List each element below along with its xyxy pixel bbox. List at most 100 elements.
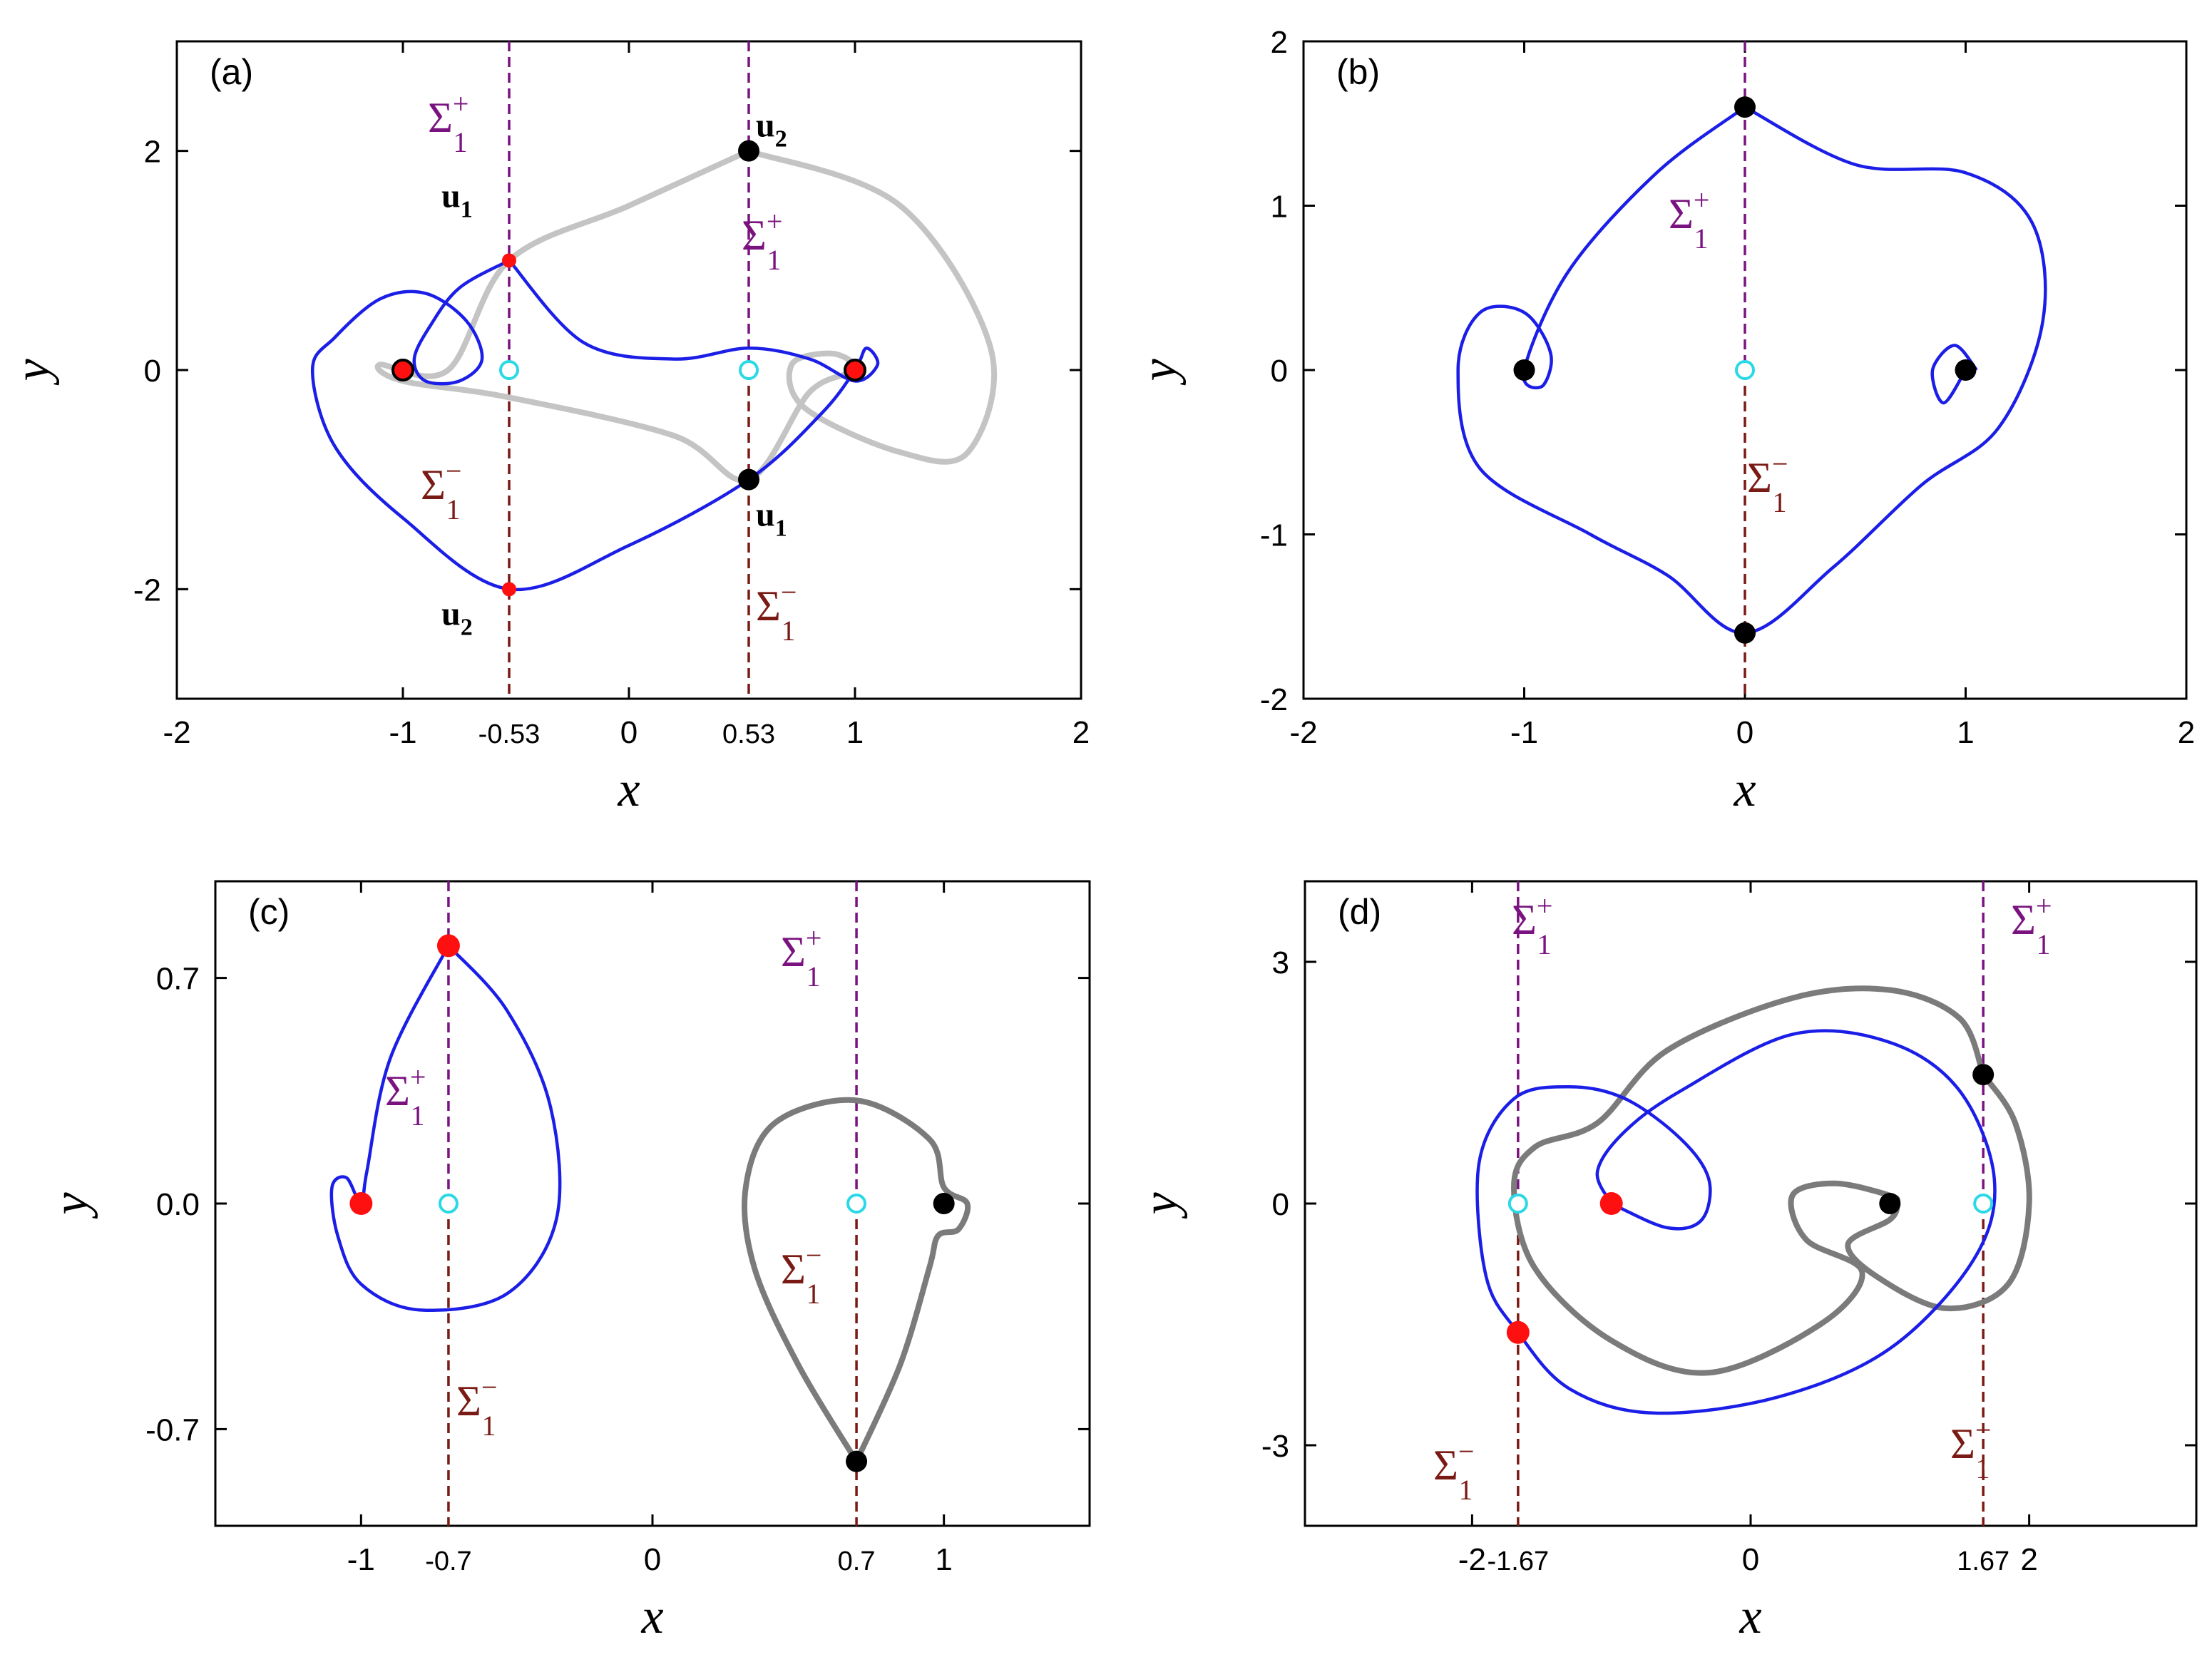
sigma-minus-label-sub: 1 <box>446 493 460 525</box>
point-label: u1 <box>756 496 787 542</box>
sigma-plus-label-sup: + <box>2036 890 2052 922</box>
data-point <box>436 934 460 958</box>
y-axis-label: y <box>1133 1192 1188 1219</box>
x-tick-label: 2 <box>2178 715 2195 750</box>
plot-area <box>329 881 971 1526</box>
x-axis-label: x <box>1739 1589 1761 1644</box>
y-tick-label: 0.7 <box>156 962 200 997</box>
sigma-plus-label-sub: 1 <box>806 960 820 992</box>
equilibrium-point <box>1507 1194 1528 1214</box>
x-tick-label-extra: -0.7 <box>425 1546 471 1576</box>
sigma-plus-label: Σ+ 1 <box>385 1061 426 1132</box>
data-point <box>1734 96 1756 118</box>
data-point <box>1955 359 1977 381</box>
sigma-plus-label-sub: 1 <box>767 244 781 276</box>
sigma-minus-label: Σ− 1 <box>456 1371 497 1442</box>
intersection-point <box>501 582 516 597</box>
sigma-plus-label: Σ+ 1 <box>781 922 821 992</box>
data-point <box>1599 1192 1623 1215</box>
data-point <box>1879 1193 1901 1214</box>
y-tick-label: -2 <box>1260 682 1288 717</box>
point-label-sub: 1 <box>461 196 473 222</box>
plot-area <box>310 41 997 699</box>
x-tick-label-extra: 0.7 <box>838 1546 876 1576</box>
y-tick-label: 1 <box>1271 190 1288 225</box>
x-tick-label: 2 <box>2020 1542 2037 1577</box>
x-tick-label-extra: 0.53 <box>722 719 775 749</box>
panel-label: (a) <box>210 52 253 92</box>
chart-panel: -1 0 1-0.7 0.7-0.70.00.7xy(c)Σ+ 1Σ− 1Σ+ 1Σ− 1 <box>43 880 1091 1644</box>
point-label: u2 <box>441 595 473 640</box>
data-point <box>738 140 760 162</box>
equilibrium-point <box>498 360 519 380</box>
y-tick-label: 3 <box>1272 945 1289 980</box>
sigma-plus-label-sup: + <box>806 922 822 954</box>
point-label-sub: 2 <box>775 126 787 153</box>
sigma-plus-label: Σ+ 1 <box>428 88 468 158</box>
x-tick-label: -1 <box>1510 715 1538 750</box>
sigma-minus-label-sup: − <box>481 1371 498 1403</box>
plot-area <box>1456 41 2047 699</box>
y-tick-label: 0 <box>1272 1187 1289 1222</box>
series-line <box>1475 1029 1997 1415</box>
x-tick-label: -2 <box>1458 1542 1486 1577</box>
sigma-minus-label: Σ− 1 <box>781 1239 821 1310</box>
x-tick-label: -2 <box>1289 715 1317 750</box>
sigma-plus-label-sup: + <box>1537 890 1553 922</box>
panel-label: (b) <box>1336 52 1380 92</box>
x-axis-label: x <box>617 762 640 817</box>
sigma-minus-label: Σ− 1 <box>1747 448 1788 518</box>
intersection-point <box>501 253 516 268</box>
sigma-plus-label: Σ+ 1 <box>2011 890 2052 960</box>
y-tick-label: -3 <box>1261 1429 1289 1464</box>
sigma-minus-label-sup: − <box>1772 448 1788 480</box>
x-tick-label-extra: -1.67 <box>1488 1546 1550 1576</box>
x-tick-label: 1 <box>846 715 864 750</box>
x-tick-label: 0 <box>620 715 638 750</box>
x-tick-label-extra: -0.53 <box>478 719 541 749</box>
y-axis-label: y <box>43 1192 98 1219</box>
sigma-minus-label-sup: − <box>781 576 797 608</box>
sigma-minus-label-sup: − <box>1458 1435 1475 1467</box>
data-point <box>1972 1064 1995 1086</box>
equilibrium-point <box>1973 1194 1994 1214</box>
sigma-minus-label: Σ− 1 <box>421 455 461 525</box>
equilibrium-point <box>739 360 759 380</box>
x-tick-label: 2 <box>1072 715 1090 750</box>
y-axis-label: y <box>1132 359 1187 386</box>
y-tick-label: -1 <box>1260 518 1288 553</box>
series-line <box>1930 344 1978 405</box>
y-tick-label: 2 <box>1271 25 1288 60</box>
equilibrium-point <box>844 359 866 381</box>
y-tick-label: 2 <box>144 135 161 170</box>
series-line <box>741 1097 971 1463</box>
plot-frame <box>1304 880 2198 1527</box>
sigma-minus-label-sub: 1 <box>1458 1474 1473 1506</box>
data-point <box>1513 359 1535 381</box>
equilibrium-point <box>1735 360 1755 380</box>
series-line <box>1511 985 2032 1376</box>
x-tick-label: 0 <box>1742 1542 1759 1577</box>
y-tick-label: -2 <box>133 573 161 607</box>
x-tick-label-extra: 1.67 <box>1957 1546 2009 1576</box>
sigma-minus-label-sup: − <box>1975 1414 1992 1446</box>
x-tick-label: -1 <box>347 1542 375 1577</box>
sigma-plus-label-sup: + <box>453 88 469 120</box>
x-tick-label: 0 <box>644 1542 661 1577</box>
x-tick-label: -2 <box>163 715 190 750</box>
equilibrium-point <box>438 1194 459 1214</box>
point-label: u2 <box>756 107 787 153</box>
x-axis-label: x <box>1733 762 1756 817</box>
sigma-minus-label-sup: − <box>806 1239 822 1271</box>
y-tick-label: -0.7 <box>145 1412 200 1447</box>
y-tick-label: 0 <box>144 354 161 389</box>
sigma-plus-label-sub: 1 <box>410 1099 424 1132</box>
point-label-sub: 1 <box>775 515 787 542</box>
sigma-plus-label-sup: + <box>1694 184 1710 216</box>
equilibrium-point <box>391 359 414 381</box>
sigma-minus-label-sub: 1 <box>481 1410 496 1442</box>
sigma-plus-label-sub: 1 <box>453 126 467 158</box>
